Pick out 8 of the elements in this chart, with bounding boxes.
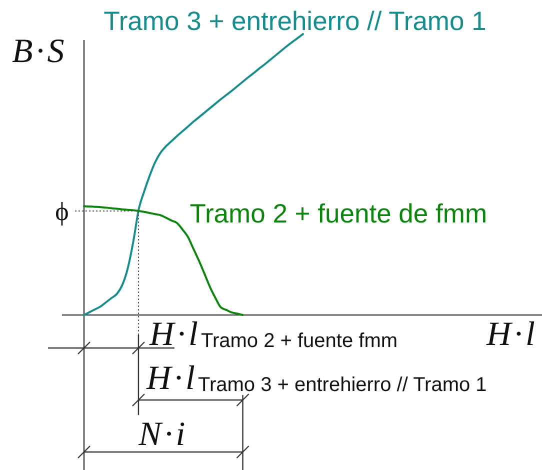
- y-axis-title: B·S: [12, 33, 68, 70]
- series-label: Tramo 3 + entrehierro // Tramo 1: [104, 6, 486, 36]
- x-axis-title: H·l: [486, 316, 538, 353]
- text: ϕ: [55, 196, 69, 226]
- series-label: Tramo 2 + fuente de fmm: [190, 198, 488, 228]
- text: H·l$_{Tramo 3 + entrehierro // Tramo 1}$: [145, 360, 487, 397]
- text: N·i: [138, 416, 188, 453]
- text: H·l$_{Tramo 2 + fuente fmm}$: [148, 316, 398, 353]
